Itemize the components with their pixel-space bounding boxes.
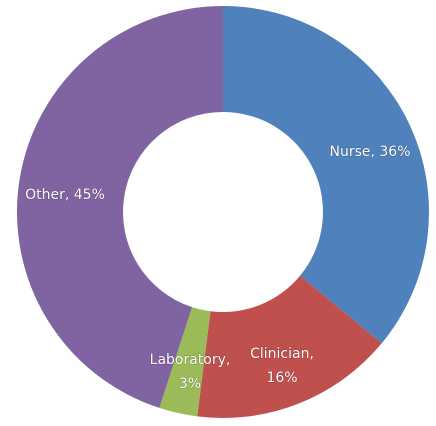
data-label-line: 16% xyxy=(266,370,297,386)
data-label-line: Clinician, xyxy=(250,346,314,362)
donut-slice xyxy=(17,5,223,408)
data-label: Nurse, 36% xyxy=(329,144,410,160)
donut-slice xyxy=(223,6,430,344)
donut-slice xyxy=(159,307,211,417)
data-label: Clinician, 16% xyxy=(250,346,314,386)
data-label: Other, 45% xyxy=(25,187,105,203)
data-label-line: 3% xyxy=(179,376,201,392)
data-label-line: Laboratory, xyxy=(150,352,231,368)
donut-slice xyxy=(197,275,382,419)
data-label: Laboratory, 3% xyxy=(150,352,231,392)
